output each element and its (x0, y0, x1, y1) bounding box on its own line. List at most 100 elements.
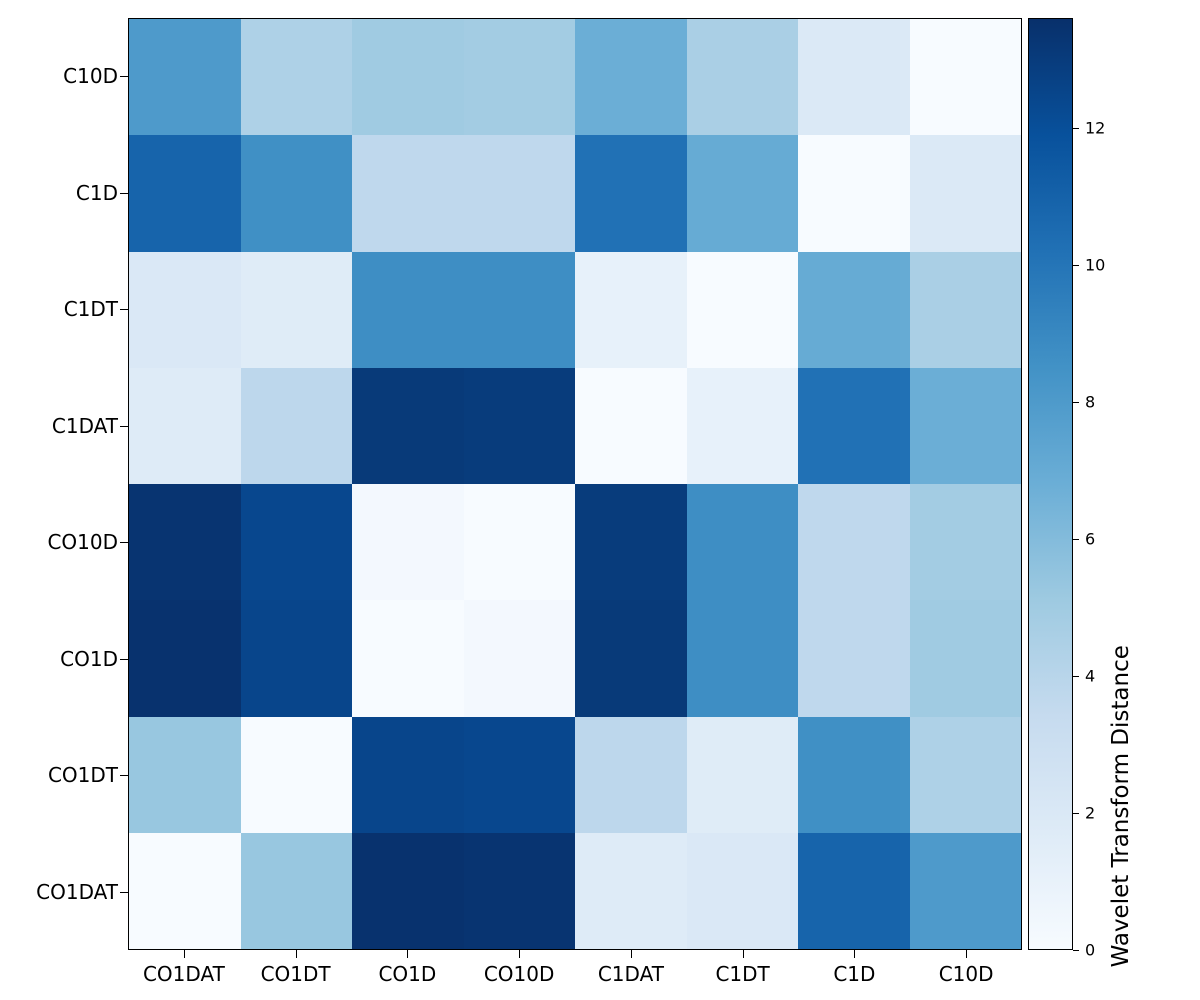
heatmap-cell-C1DAT-CO1DAT (129, 367, 241, 484)
heatmap-cell-CO10D-C10D (909, 484, 1021, 601)
y-tick-mark (120, 425, 128, 427)
heatmap-cell-C1D-C10D (909, 135, 1021, 252)
heatmap-cell-C10D-CO1DAT (129, 19, 241, 136)
colorbar-tick-mark (1073, 812, 1079, 814)
colorbar-tick-label: 10 (1085, 255, 1106, 275)
heatmap-cell-C1D-CO1D (352, 135, 464, 252)
x-tick-mark (183, 950, 185, 958)
heatmap-cell-C1DT-CO1DT (240, 251, 352, 368)
heatmap-cell-CO1D-C1DT (686, 600, 798, 717)
heatmap-cell-C10D-C10D (909, 19, 1021, 136)
heatmap-cell-C10D-CO10D (463, 19, 575, 136)
y-tick-mark (120, 891, 128, 893)
heatmap-cell-CO10D-CO1DAT (129, 484, 241, 601)
heatmap-cell-C1DT-C1D (798, 251, 910, 368)
heatmap-cell-C1DAT-CO1D (352, 367, 464, 484)
heatmap-cell-CO10D-C1D (798, 484, 910, 601)
x-tick-mark (295, 950, 297, 958)
x-tick-mark (407, 950, 409, 958)
heatmap-cell-CO1D-CO1DAT (129, 600, 241, 717)
heatmap-cell-C1DAT-CO1DT (240, 367, 352, 484)
heatmap-cell-C1D-C1DAT (575, 135, 687, 252)
heatmap-cell-CO1DT-CO1DT (240, 716, 352, 833)
heatmap-cell-CO1DAT-C1DAT (575, 832, 687, 949)
colorbar-tick-mark (1073, 264, 1079, 266)
colorbar-tick-mark (1073, 675, 1079, 677)
heatmap-cell-CO1DAT-CO10D (463, 832, 575, 949)
heatmap-cell-C1DT-C10D (909, 251, 1021, 368)
heatmap-cell-CO10D-CO1DT (240, 484, 352, 601)
colorbar-tick-mark (1073, 401, 1079, 403)
colorbar-tick-mark (1073, 127, 1079, 129)
heatmap-cell-CO1D-CO10D (463, 600, 575, 717)
heatmap-cell-CO1DT-C1DT (686, 716, 798, 833)
heatmap-cell-C1DT-CO1DAT (129, 251, 241, 368)
heatmap-cell-CO1DAT-C1DT (686, 832, 798, 949)
y-tick-label: CO1DT (47, 763, 118, 788)
heatmap-cell-C10D-CO1D (352, 19, 464, 136)
x-tick-label: C1DAT (597, 962, 664, 986)
heatmap-cell-CO10D-C1DAT (575, 484, 687, 601)
y-tick-mark (120, 309, 128, 311)
y-tick-label: CO10D (47, 530, 118, 555)
heatmap-cell-CO1DT-C10D (909, 716, 1021, 833)
heatmap-cell-C10D-CO1DT (240, 19, 352, 136)
heatmap-cell-CO10D-CO10D (463, 484, 575, 601)
heatmap-cell-CO1DAT-CO1DAT (129, 832, 241, 949)
x-tick-mark (519, 950, 521, 958)
heatmap-cell-CO10D-C1DT (686, 484, 798, 601)
y-tick-mark (120, 775, 128, 777)
x-tick-label: C1DT (715, 962, 770, 986)
heatmap-cell-CO1DT-C1DAT (575, 716, 687, 833)
y-tick-label: C10D (63, 64, 118, 89)
x-tick-label: CO1DT (260, 962, 331, 986)
heatmap-cell-C1DT-C1DT (686, 251, 798, 368)
heatmap-cell-C1D-CO1DT (240, 135, 352, 252)
colorbar-tick-label: 2 (1085, 803, 1096, 823)
colorbar-tick-label: 8 (1085, 392, 1096, 412)
heatmap-cell-CO1DT-C1D (798, 716, 910, 833)
x-tick-mark (966, 950, 968, 958)
heatmap-cell-C1DT-CO10D (463, 251, 575, 368)
colorbar-tick-label: 0 (1085, 940, 1096, 960)
heatmap-cell-CO1DT-CO10D (463, 716, 575, 833)
heatmap-cell-CO1DAT-C10D (909, 832, 1021, 949)
heatmap-cell-CO1D-CO1D (352, 600, 464, 717)
y-tick-label: C1DAT (51, 413, 118, 438)
x-tick-label: C10D (938, 962, 994, 986)
heatmap-cell-C1DAT-CO10D (463, 367, 575, 484)
x-tick-label: CO1D (378, 962, 437, 986)
heatmap-cell-C1DAT-C1D (798, 367, 910, 484)
heatmap-cell-C10D-C1DT (686, 19, 798, 136)
colorbar-tick-label: 12 (1085, 118, 1106, 138)
heatmap-cell-C1DT-C1DAT (575, 251, 687, 368)
y-tick-label: C1D (75, 180, 118, 205)
y-tick-label: CO1D (60, 646, 118, 671)
y-tick-label: C1DT (63, 297, 118, 322)
heatmap-cell-C1D-CO1DAT (129, 135, 241, 252)
x-tick-mark (742, 950, 744, 958)
heatmap-cell-CO1D-C10D (909, 600, 1021, 717)
heatmap-cell-C1DT-CO1D (352, 251, 464, 368)
heatmap-cell-C1DAT-C1DT (686, 367, 798, 484)
heatmap-cell-CO1D-C1DAT (575, 600, 687, 717)
heatmap-cell-C1D-C1DT (686, 135, 798, 252)
heatmap-cell-CO1DT-CO1DAT (129, 716, 241, 833)
heatmap-cell-CO1DAT-CO1DT (240, 832, 352, 949)
heatmap-cell-C10D-C1DAT (575, 19, 687, 136)
heatmap-cell-CO1DAT-C1D (798, 832, 910, 949)
colorbar (1028, 18, 1073, 950)
x-tick-label: CO10D (483, 962, 555, 986)
x-tick-label: CO1DAT (142, 962, 225, 986)
heatmap-cell-C1D-C1D (798, 135, 910, 252)
heatmap-cell-C10D-C1D (798, 19, 910, 136)
heatmap-cell-CO1D-CO1DT (240, 600, 352, 717)
x-tick-mark (854, 950, 856, 958)
heatmap-cell-CO1DT-CO1D (352, 716, 464, 833)
heatmap-grid (128, 18, 1022, 950)
y-tick-mark (120, 658, 128, 660)
colorbar-axis-label: Wavelet Transform Distance (1108, 645, 1134, 968)
heatmap-cell-C1DAT-C1DAT (575, 367, 687, 484)
x-tick-mark (630, 950, 632, 958)
